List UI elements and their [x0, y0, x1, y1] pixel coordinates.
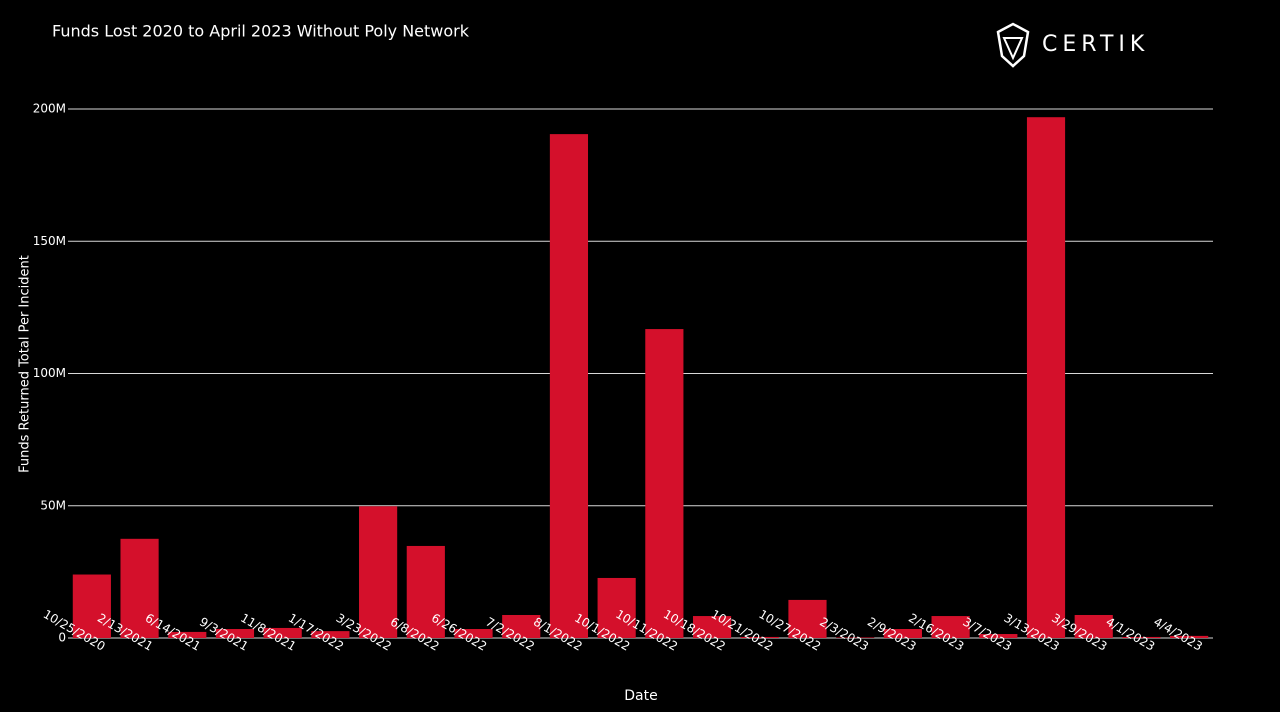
- bar: [740, 636, 779, 638]
- chart-title: Funds Lost 2020 to April 2023 Without Po…: [52, 22, 470, 41]
- y-tick-label: 200M: [33, 102, 66, 116]
- y-axis-label: Funds Returned Total Per Incident: [18, 255, 33, 473]
- logo: CERTIK: [996, 22, 1149, 68]
- bar: [215, 629, 255, 638]
- bar: [263, 627, 302, 638]
- bar: [1170, 635, 1209, 638]
- bar: [454, 629, 493, 638]
- logo-text: CERTIK: [1042, 32, 1149, 57]
- bar: [359, 506, 398, 638]
- bar: [1026, 117, 1066, 638]
- bar: [311, 631, 350, 638]
- y-tick-label: 0: [58, 631, 66, 645]
- bar: [692, 616, 732, 638]
- bar: [549, 134, 589, 638]
- bar: [979, 634, 1018, 638]
- bar: [931, 616, 970, 638]
- logo-mark: [1002, 37, 1024, 61]
- bar: [120, 538, 159, 638]
- bar: [1074, 614, 1113, 638]
- bar: [883, 629, 922, 638]
- x-axis-label: Date: [624, 688, 657, 704]
- logo-shield: [996, 22, 1030, 68]
- bar: [836, 637, 875, 638]
- bar: [406, 545, 445, 638]
- bar: [72, 574, 111, 638]
- bar: [168, 631, 207, 638]
- bar: [502, 614, 541, 638]
- bar: [788, 599, 827, 638]
- bar: [1122, 636, 1161, 638]
- bar: [645, 329, 684, 638]
- y-tick-label: 150M: [33, 234, 66, 248]
- y-tick-label: 100M: [33, 366, 66, 380]
- bar: [597, 577, 636, 638]
- y-tick-label: 50M: [40, 498, 66, 512]
